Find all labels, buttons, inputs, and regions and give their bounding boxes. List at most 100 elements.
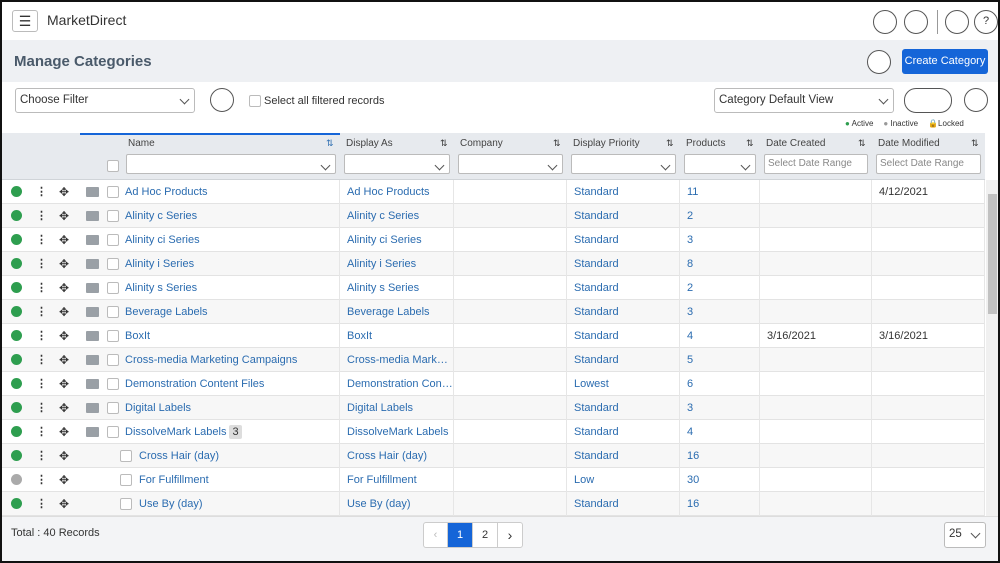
products-cell[interactable]: 16 — [680, 492, 760, 516]
sort-icon[interactable]: ⇅ — [553, 138, 561, 148]
drag-handle[interactable]: ✥ — [59, 497, 70, 511]
row-menu[interactable]: ⋮ — [36, 474, 47, 486]
user-icon[interactable] — [904, 10, 928, 34]
table-row[interactable]: ⋮ ✥ Ad Hoc Products Ad Hoc Products Standard… — [2, 180, 985, 204]
row-checkbox[interactable] — [107, 234, 119, 246]
drag-handle[interactable]: ✥ — [59, 329, 70, 343]
page-number[interactable]: 2 — [473, 523, 498, 547]
display-as-cell[interactable]: Demonstration Content Files — [340, 372, 454, 396]
drag-handle[interactable]: ✥ — [59, 281, 70, 295]
row-checkbox[interactable] — [107, 330, 119, 342]
row-checkbox[interactable] — [120, 474, 132, 486]
row-checkbox[interactable] — [107, 306, 119, 318]
row-menu[interactable]: ⋮ — [36, 306, 47, 318]
row-checkbox[interactable] — [107, 258, 119, 270]
column-header[interactable]: Company — [460, 138, 503, 149]
products-cell[interactable]: 8 — [680, 252, 760, 276]
sort-icon[interactable]: ⇅ — [746, 138, 754, 148]
column-filter[interactable] — [344, 154, 450, 174]
products-cell[interactable]: 2 — [680, 276, 760, 300]
table-row[interactable]: ⋮ ✥ Demonstration Content Files Demonstrati… — [2, 372, 985, 396]
drag-handle[interactable]: ✥ — [59, 257, 70, 271]
name-cell[interactable]: Alinity ci Series — [118, 228, 340, 252]
sort-icon[interactable]: ⇅ — [666, 138, 674, 148]
name[interactable]: Cross Hair (day) — [139, 450, 220, 462]
priority-cell[interactable]: Standard — [567, 396, 680, 420]
table-row[interactable]: ⋮ ✥ Alinity i Series Alinity i Series Standa… — [2, 252, 985, 276]
column-header[interactable]: Name — [128, 138, 155, 149]
name-cell[interactable]: Alinity i Series — [118, 252, 340, 276]
row-menu[interactable]: ⋮ — [36, 258, 47, 270]
table-row[interactable]: ⋮ ✥ Alinity s Series Alinity s Series Standa… — [2, 276, 985, 300]
sort-icon[interactable]: ⇅ — [858, 138, 866, 148]
name-cell[interactable]: Cross Hair (day) — [132, 444, 340, 468]
row-checkbox[interactable] — [107, 402, 119, 414]
display-as-cell[interactable]: Alinity s Series — [340, 276, 454, 300]
products-cell[interactable]: 4 — [680, 324, 760, 348]
select-all-checkbox[interactable] — [249, 95, 261, 107]
products-cell[interactable]: 11 — [680, 180, 760, 204]
name[interactable]: Alinity ci Series — [125, 234, 200, 246]
row-menu[interactable]: ⋮ — [36, 450, 47, 462]
display-as-cell[interactable]: Cross-media Marketing Campaigns — [340, 348, 454, 372]
drag-handle[interactable]: ✥ — [59, 449, 70, 463]
view-options[interactable] — [904, 88, 952, 113]
name[interactable]: Alinity c Series — [125, 210, 198, 222]
help-icon[interactable]: ? — [974, 10, 998, 34]
next-page[interactable]: › — [507, 527, 513, 543]
priority-cell[interactable]: Standard — [567, 252, 680, 276]
drag-handle[interactable]: ✥ — [59, 377, 70, 391]
row-checkbox[interactable] — [107, 282, 119, 294]
view-select[interactable]: Category Default View — [714, 88, 894, 113]
column-header[interactable]: Date Created — [766, 138, 826, 149]
column-header[interactable]: Display Priority — [573, 138, 640, 149]
name-cell[interactable]: Demonstration Content Files — [118, 372, 340, 396]
sort-icon[interactable]: ⇅ — [971, 138, 979, 148]
products-cell[interactable]: 5 — [680, 348, 760, 372]
row-menu[interactable]: ⋮ — [36, 426, 47, 438]
table-row[interactable]: ⋮ ✥ Use By (day) Use By (day) Standard 16 — [2, 492, 985, 516]
priority-cell[interactable]: Standard — [567, 492, 680, 516]
priority-cell[interactable]: Standard — [567, 348, 680, 372]
display-as-cell[interactable]: Use By (day) — [340, 492, 454, 516]
priority-cell[interactable]: Lowest — [567, 372, 680, 396]
row-menu[interactable]: ⋮ — [36, 402, 47, 414]
row-menu[interactable]: ⋮ — [36, 234, 47, 246]
priority-cell[interactable]: Standard — [567, 300, 680, 324]
row-menu[interactable]: ⋮ — [36, 330, 47, 342]
name[interactable]: Demonstration Content Files — [125, 378, 265, 390]
display-as-cell[interactable]: BoxIt — [340, 324, 454, 348]
name-cell[interactable]: Alinity c Series — [118, 204, 340, 228]
sort-icon[interactable]: ⇅ — [326, 138, 334, 148]
priority-cell[interactable]: Standard — [567, 420, 680, 444]
sort-icon[interactable]: ⇅ — [440, 138, 448, 148]
display-as-cell[interactable]: Alinity c Series — [340, 204, 454, 228]
drag-handle[interactable]: ✥ — [59, 185, 70, 199]
column-header[interactable]: Products — [686, 138, 726, 149]
table-row[interactable]: ⋮ ✥ DissolveMark Labels 3 DissolveMark Label… — [2, 420, 985, 444]
column-header[interactable]: Date Modified — [878, 138, 940, 149]
table-row[interactable]: ⋮ ✥ For Fulfillment For Fulfillment Low 30 — [2, 468, 985, 492]
name[interactable]: Cross-media Marketing Campaigns — [125, 354, 298, 366]
clear-filter[interactable] — [964, 88, 988, 112]
prev-page[interactable]: ‹ — [424, 523, 448, 547]
products-cell[interactable]: 6 — [680, 372, 760, 396]
drag-handle[interactable]: ✥ — [59, 425, 70, 439]
drag-handle[interactable]: ✥ — [59, 353, 70, 367]
column-filter[interactable] — [126, 154, 336, 174]
products-cell[interactable]: 2 — [680, 204, 760, 228]
priority-cell[interactable]: Standard — [567, 228, 680, 252]
priority-cell[interactable]: Standard — [567, 324, 680, 348]
name-cell[interactable]: BoxIt — [118, 324, 340, 348]
display-as-cell[interactable]: Alinity i Series — [340, 252, 454, 276]
table-row[interactable]: ⋮ ✥ Cross Hair (day) Cross Hair (day) Standa… — [2, 444, 985, 468]
row-checkbox[interactable] — [107, 354, 119, 366]
name-cell[interactable]: Ad Hoc Products — [118, 180, 340, 204]
products-cell[interactable]: 3 — [680, 396, 760, 420]
name[interactable]: Ad Hoc Products — [125, 186, 208, 198]
row-checkbox[interactable] — [107, 210, 119, 222]
name-cell[interactable]: For Fulfillment — [132, 468, 340, 492]
priority-cell[interactable]: Standard — [567, 180, 680, 204]
name[interactable]: Use By (day) — [139, 498, 203, 510]
column-header[interactable]: Display As — [346, 138, 393, 149]
